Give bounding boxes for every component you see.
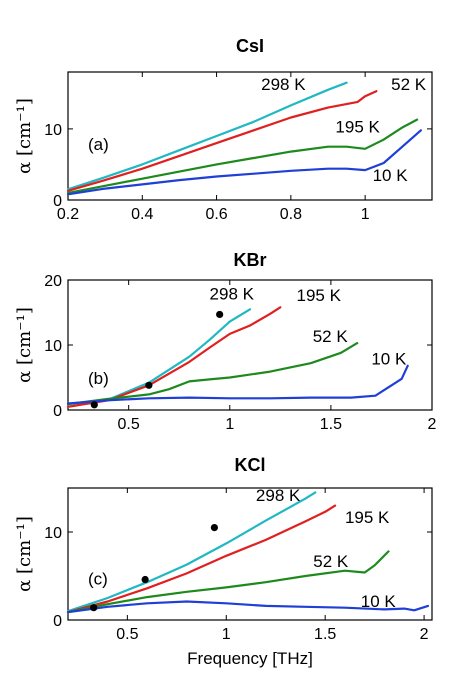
x-tick-label: 1 [225,416,234,433]
series-line-298-k [66,81,348,191]
x-tick-label: 2 [428,416,437,433]
x-tick-label: 2 [420,626,429,643]
series-line-10-k [66,364,409,405]
y-tick-label: 10 [44,122,62,139]
panel-kcl: KCl 0.5 1 1.5 2 0 10 α [cm⁻¹] 298 K 195 K 52 K 10 K… [14,455,433,668]
data-point [141,575,149,584]
x-tick-label: 1 [361,206,370,223]
series-line-52-k [66,342,359,406]
x-tick-label: 1.5 [320,416,342,433]
series-label-195-k: 195 K [297,286,342,305]
x-tick-label: 0.5 [116,626,138,643]
series-line-10-k [66,600,430,614]
data-point [216,310,224,319]
x-tick-label: 0.4 [131,206,153,223]
x-tick-label: 0.5 [118,416,140,433]
series-line-195-k [66,504,337,614]
series-line-298-k [66,491,317,613]
panel-tag: (b) [88,369,109,388]
series-line-52-k [66,550,390,614]
axis-frame [67,71,433,201]
y-tick-label: 0 [53,403,62,420]
series-label-10-k: 10 K [371,350,407,369]
series-line-52-k [66,90,378,192]
series-label-52-k: 52 K [313,327,349,346]
x-tick-label: 1.5 [314,626,336,643]
x-tick-label: 0.8 [280,206,302,223]
series-label-195-k: 195 K [345,508,390,527]
axis-frame [67,487,433,621]
data-point [90,401,98,409]
x-tick-label: 1 [222,626,231,643]
series-line-10-k [66,129,422,196]
series-label-298-k: 298 K [210,285,255,304]
y-axis-label: α [cm⁻¹] [14,307,35,383]
y-tick-label: 20 [44,273,62,290]
series-label-52-k: 52 K [391,75,427,94]
series-line-195-k [66,306,282,408]
data-point [210,524,218,532]
data-point [145,381,153,389]
panel-title: KCl [235,455,266,475]
y-tick-label: 10 [44,525,62,542]
y-tick-label: 0 [53,193,62,210]
panel-tag: (c) [88,569,108,588]
panel-title: CsI [236,36,264,56]
x-axis-label: Frequency [THz] [187,649,313,668]
series-label-10-k: 10 K [361,592,397,611]
series-label-10-k: 10 K [373,166,409,185]
series-label-195-k: 195 K [335,117,380,136]
y-axis-label: α [cm⁻¹] [14,516,35,592]
y-axis-label: α [cm⁻¹] [14,98,35,174]
y-tick-label: 0 [53,613,62,630]
panel-tag: (a) [88,135,109,154]
series-label-298-k: 298 K [256,486,301,505]
series-label-298-k: 298 K [261,75,306,94]
panel-title: KBr [233,250,266,270]
x-tick-label: 0.6 [205,206,227,223]
y-tick-label: 10 [44,338,62,355]
data-point [90,604,98,612]
x-tick-label: 0.2 [57,206,79,223]
series-line-195-k [66,118,419,194]
series-label-52-k: 52 K [313,552,349,571]
